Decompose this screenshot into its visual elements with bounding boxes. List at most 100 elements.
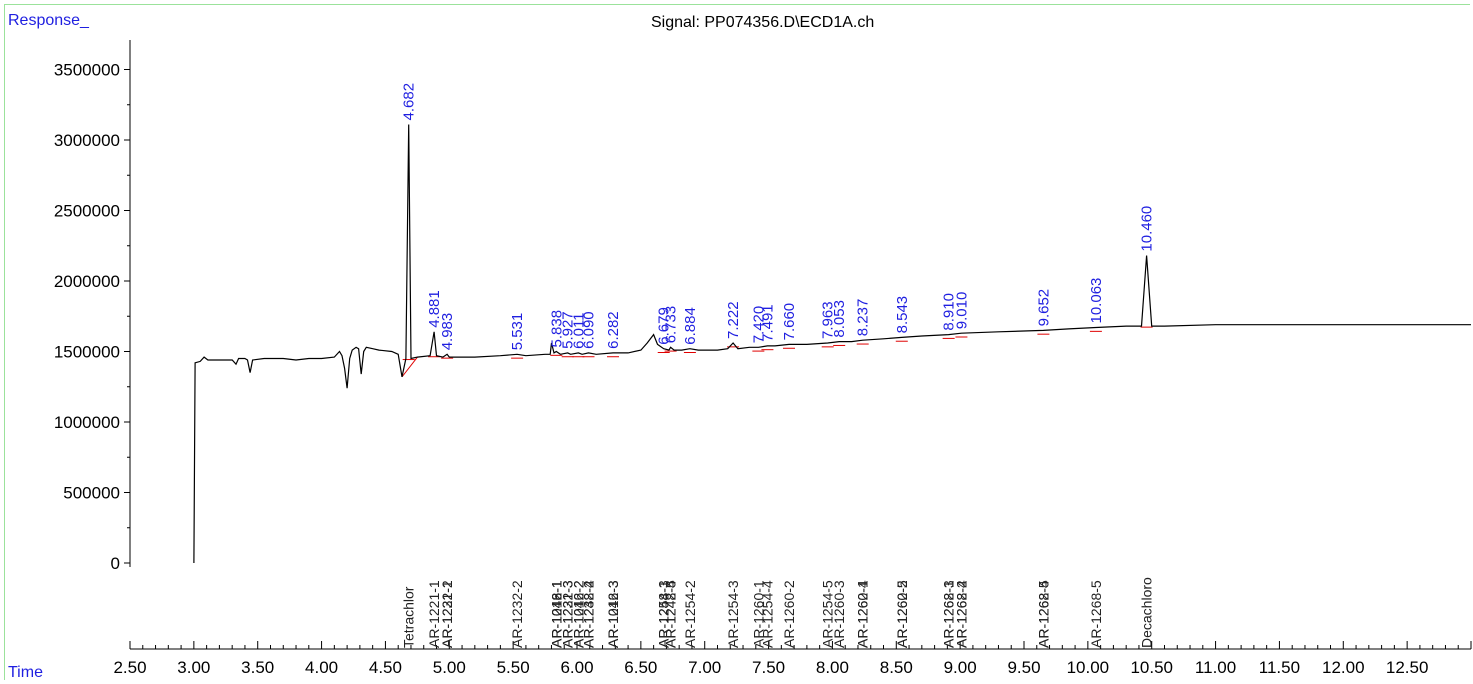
compound-label: AR-1268-2	[953, 580, 969, 648]
compound-label: AR-1254-4	[759, 580, 775, 648]
compound-label: AR-1232-4	[581, 580, 597, 648]
compound-label: AR-1232-3	[560, 580, 576, 648]
compound-label: AR-1254-5	[820, 580, 836, 648]
x-tick-label: 3.50	[241, 658, 274, 677]
x-tick-label: 10.50	[1130, 658, 1173, 677]
compound-label: AR-1260-5	[894, 580, 910, 648]
compound-label: AR-1262-2	[894, 580, 910, 648]
peak-rt-label: 4.983	[439, 313, 456, 351]
peak-rt-label: 8.053	[831, 300, 848, 338]
peak-rt-label: 10.460	[1139, 206, 1156, 252]
x-tick-label: 9.00	[944, 658, 977, 677]
peak-rt-label: 4.881	[426, 290, 443, 328]
peak-rt-label: 5.531	[509, 313, 526, 351]
compound-label: AR-1221-3	[560, 580, 576, 648]
x-tick-label: 8.50	[880, 658, 913, 677]
x-tick-label: 7.50	[752, 658, 785, 677]
peak-rt-label: 7.660	[781, 303, 798, 341]
compound-label: AR-1232-2	[509, 580, 525, 648]
peak-rt-label: 7.222	[725, 301, 742, 339]
compound-label: AR-1242-2	[570, 580, 586, 648]
y-tick-label: 500000	[63, 484, 120, 503]
compound-label: AR-1254-3	[725, 580, 741, 648]
y-tick-label: 2000000	[54, 272, 120, 291]
peak-rt-label: 10.063	[1088, 278, 1105, 324]
compound-label: Decachloro	[1139, 577, 1155, 648]
compound-label: AR-1016-3	[605, 580, 621, 648]
peak-rt-label: 7.420	[750, 306, 767, 344]
peak-rt-label: 6.282	[605, 311, 622, 349]
compound-label: AR-1232-1	[439, 580, 455, 648]
x-axis-title: Time	[8, 664, 43, 681]
compound-label: AR-1268-5	[1088, 580, 1104, 648]
peak-rt-label: 5.927	[560, 311, 577, 349]
x-tick-label: 11.50	[1259, 658, 1300, 677]
compound-label: Tetrachlor	[401, 586, 417, 648]
y-tick-label: 3500000	[54, 61, 120, 80]
trace-layer	[193, 124, 1471, 564]
y-axis-title: Response_	[8, 12, 89, 29]
peak-rt-label: 6.884	[682, 307, 699, 345]
y-tick-label: 1000000	[54, 413, 120, 432]
compound-label: AR-1254-2	[682, 580, 698, 648]
compound-labels: Tetrachlor AR-1221-1AR-1221-2AR-1232-1 AR-…	[401, 577, 1155, 648]
y-axis: 0 500000 1000000 1500000 2000000 2500000 30000…	[54, 40, 131, 573]
y-tick-label: 0	[111, 554, 120, 573]
compound-label: AR-1016-2	[570, 580, 586, 648]
compound-label: AR-1268-4	[1035, 580, 1051, 648]
compound-label: AR-1260-4	[855, 580, 871, 648]
x-tick-label: 7.00	[688, 658, 721, 677]
x-tick-label: 4.00	[305, 658, 338, 677]
x-tick-label: 10.00	[1067, 658, 1110, 677]
integration-baselines	[401, 326, 1153, 378]
x-tick-label: 3.00	[177, 658, 210, 677]
signal-title: Signal: PP074356.D\ECD1A.ch	[651, 14, 875, 31]
peak-baseline	[401, 356, 418, 378]
x-tick-label: 12.00	[1322, 658, 1365, 677]
compound-label: AR-1242-5	[663, 580, 679, 648]
compound-label: AR-1221-2	[439, 580, 455, 648]
compound-label: AR-1221-1	[426, 580, 442, 648]
peak-rt-label: 4.682	[401, 83, 418, 121]
peak-rt-label: 6.679	[656, 307, 673, 345]
compound-label: AR-1262-3	[941, 580, 957, 648]
y-tick-label: 3000000	[54, 131, 120, 150]
x-tick-label: 6.00	[560, 658, 593, 677]
compound-label: AR-1248-4	[663, 580, 679, 648]
compound-label: AR-1242-1	[548, 580, 564, 648]
chart-frame	[4, 4, 1470, 680]
peak-rt-label: 8.910	[941, 293, 958, 331]
compound-label: AR-1242-3	[605, 580, 621, 648]
compound-label: AR-1262-4	[953, 580, 969, 648]
x-tick-label: 12.50	[1386, 658, 1429, 677]
peak-rt-label: 6.090	[581, 311, 598, 349]
x-tick-label: 6.50	[624, 658, 657, 677]
x-tick-label: 9.50	[1007, 658, 1040, 677]
x-tick-label: 2.50	[113, 658, 146, 677]
x-axis: 2.50 3.00 3.50 4.00 4.50 5.00 5.50 6.00 6.50 7.00…	[113, 641, 1472, 677]
x-tick-label: 8.00	[816, 658, 849, 677]
peak-rt-label: 7.963	[820, 301, 837, 339]
compound-label: AR-1016-1	[548, 580, 564, 648]
peak-rt-label: 8.543	[894, 296, 911, 334]
compound-label: AR-1248-3	[656, 580, 672, 648]
peak-rt-label: 9.010	[953, 292, 970, 330]
compound-label: AR-1260-1	[750, 580, 766, 648]
x-tick-label: 11.00	[1195, 658, 1236, 677]
peak-rt-label: 6.733	[663, 306, 680, 344]
peak-rt-label: 5.838	[548, 310, 565, 348]
compound-label: AR-1260-3	[831, 580, 847, 648]
peak-rt-label: 9.652	[1035, 289, 1052, 327]
peak-rt-label: 8.237	[855, 299, 872, 337]
x-tick-label: 4.50	[369, 658, 402, 677]
x-tick-label: 5.50	[497, 658, 530, 677]
peak-rt-label: 7.491	[759, 304, 776, 342]
compound-label: AR-1254-1	[656, 580, 672, 648]
compound-label: AR-1262-5	[1035, 580, 1051, 648]
y-tick-label: 1500000	[54, 343, 120, 362]
compound-label: AR-1248-2	[581, 580, 597, 648]
peak-rt-label: 6.011	[570, 312, 587, 348]
compound-label: AR-1268-1	[941, 580, 957, 648]
